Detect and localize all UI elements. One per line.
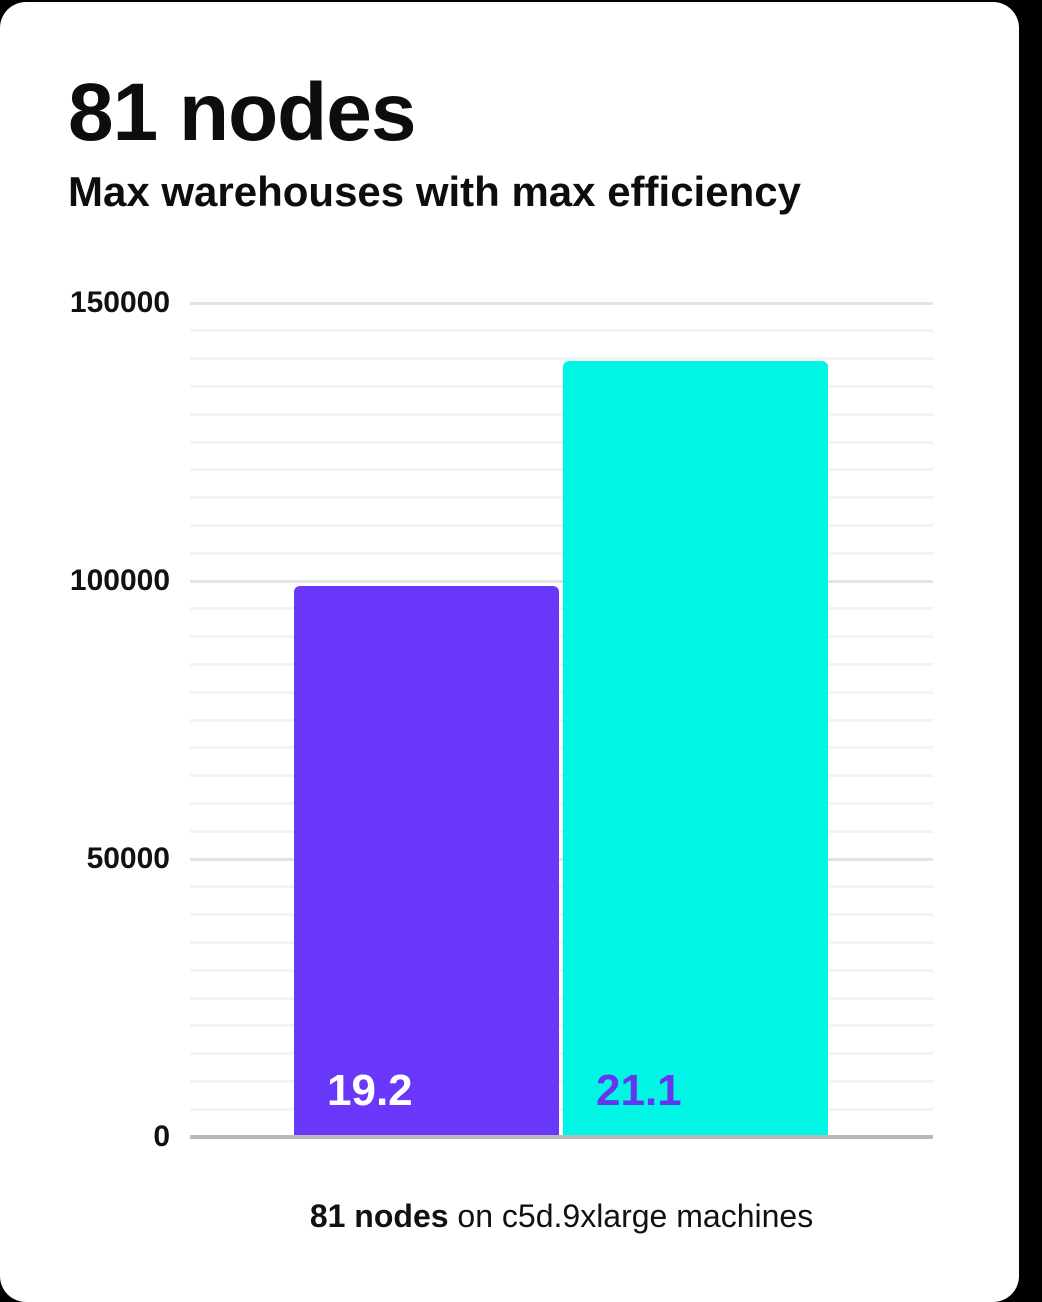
caption: 81 nodes on c5d.9xlarge machines: [190, 1196, 933, 1236]
y-axis-tick-label: 0: [153, 1120, 170, 1153]
gridline-minor: [190, 913, 933, 917]
bar-chart: 0 50000 100000 150000 19.2 21.1: [0, 2, 1019, 1302]
gridline-major: [190, 857, 933, 861]
page-subtitle: Max warehouses with max efficiency: [68, 168, 801, 215]
gridline-minor: [190, 551, 933, 555]
gridline-minor: [190, 357, 933, 361]
bar-21.1: 21.1: [563, 360, 828, 1137]
gridline-minor: [190, 996, 933, 1000]
gridline-minor: [190, 829, 933, 833]
gridline-minor: [190, 690, 933, 694]
gridline-minor: [190, 412, 933, 416]
gridline-minor: [190, 1052, 933, 1056]
gridline-minor: [190, 746, 933, 750]
gridline-minor: [190, 496, 933, 500]
gridline-minor: [190, 635, 933, 639]
gridline-minor: [190, 774, 933, 778]
gridline-minor: [190, 329, 933, 333]
gridline-minor: [190, 662, 933, 666]
gridline-minor: [190, 384, 933, 388]
bar-19.2: 19.2: [294, 585, 559, 1137]
gridline-minor: [190, 523, 933, 527]
y-axis-tick-label: 50000: [86, 842, 170, 875]
gridline-minor: [190, 1024, 933, 1028]
x-axis-line: [190, 1135, 933, 1139]
gridline-major: [190, 579, 933, 583]
gridline-minor: [190, 440, 933, 444]
gridline-minor: [190, 885, 933, 889]
y-axis-tick-label: 150000: [69, 286, 170, 319]
gridline-minor: [190, 718, 933, 722]
gridline-major: [190, 301, 933, 305]
y-axis-tick-label: 100000: [69, 564, 170, 597]
gridline-minor: [190, 1107, 933, 1111]
gridline-minor: [190, 801, 933, 805]
card: 81 nodes Max warehouses with max efficie…: [0, 2, 1019, 1302]
bar-value-label: 19.2: [327, 1065, 413, 1115]
gridline-minor: [190, 468, 933, 472]
caption-bold-text: 81 nodes: [309, 1198, 449, 1234]
gridline-minor: [190, 1079, 933, 1083]
caption-regular-text: on c5d.9xlarge machines: [448, 1198, 814, 1234]
gridline-minor: [190, 940, 933, 944]
page-title: 81 nodes: [68, 67, 416, 158]
gridline-minor: [190, 607, 933, 611]
gridline-minor: [190, 968, 933, 972]
bar-value-label: 21.1: [596, 1065, 682, 1115]
